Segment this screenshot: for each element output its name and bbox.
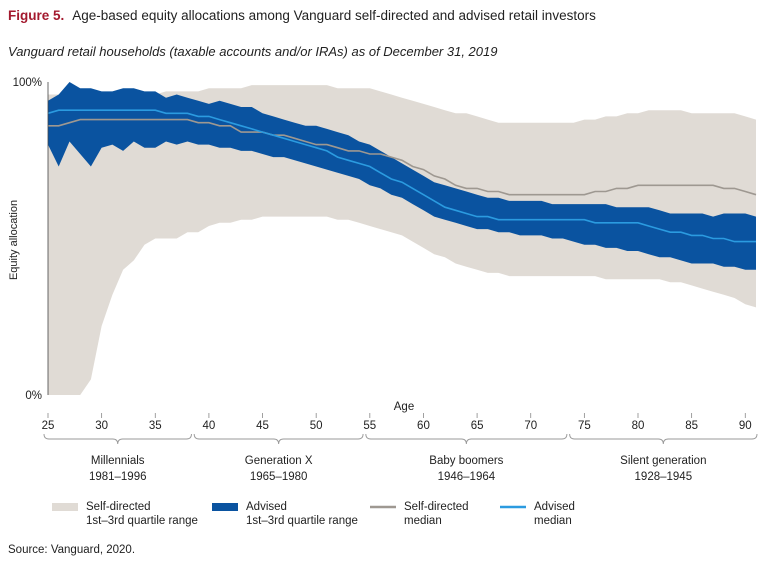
legend-label-line1: Advised xyxy=(534,501,575,513)
legend-label-line2: median xyxy=(404,515,442,527)
x-tick-label: 25 xyxy=(42,420,55,432)
legend-label-line2: median xyxy=(534,515,572,527)
x-tick-label: 50 xyxy=(310,420,323,432)
generation-name: Millennials xyxy=(91,455,145,467)
self-directed-median-line xyxy=(48,118,757,196)
x-tick-label: 30 xyxy=(95,420,108,432)
chart: 25 30 35 40 45 50 55 60 65 70 75 80 85 90 Millennials 1… xyxy=(8,77,758,483)
generation-name: Generation X xyxy=(245,455,313,467)
generation-bracket xyxy=(193,433,364,445)
legend-swatch-advised-band xyxy=(212,503,238,511)
x-tick-label: 85 xyxy=(685,420,698,432)
generation-years: 1981–1996 xyxy=(89,471,147,483)
plot-area xyxy=(47,82,757,395)
generation-name: Silent generation xyxy=(620,455,706,467)
x-tick-label: 90 xyxy=(739,420,752,432)
x-tick-label: 80 xyxy=(632,420,645,432)
x-tick-label: 35 xyxy=(149,420,162,432)
generation-bracket xyxy=(365,433,568,445)
generation-bracket xyxy=(569,433,758,445)
figure-label: Figure 5. xyxy=(8,8,65,23)
x-tick-label: 60 xyxy=(417,420,430,432)
x-axis-label: Age xyxy=(394,401,414,413)
generation-years: 1946–1964 xyxy=(438,471,496,483)
legend-swatch-self-directed-band xyxy=(52,503,78,511)
x-tick-label: 75 xyxy=(578,420,591,432)
legend-label-line1: Self-directed xyxy=(86,501,151,513)
x-tick-label: 65 xyxy=(471,420,484,432)
legend-label-line2: 1st–3rd quartile range xyxy=(86,515,198,527)
generation-name: Baby boomers xyxy=(429,455,503,467)
x-tick-label: 45 xyxy=(256,420,269,432)
legend-label-line1: Self-directed xyxy=(404,501,469,513)
y-tick-label-top: 100% xyxy=(13,77,42,89)
generation-years: 1928–1945 xyxy=(635,471,693,483)
x-tick-label: 40 xyxy=(203,420,216,432)
legend-label-line1: Advised xyxy=(246,501,287,513)
x-tick-label: 55 xyxy=(363,420,376,432)
x-tick-label: 70 xyxy=(524,420,537,432)
advised-median-line xyxy=(47,109,756,243)
y-axis-label: Equity allocation xyxy=(8,200,20,280)
chart-subtitle: Vanguard retail households (taxable acco… xyxy=(8,44,498,59)
title-text: Age-based equity allocations among Vangu… xyxy=(72,8,596,23)
generation-years: 1965–1980 xyxy=(250,471,308,483)
generation-bracket xyxy=(43,433,192,445)
y-tick-label-bottom: 0% xyxy=(25,390,42,402)
chart-title: Figure 5. Age-based equity allocations am… xyxy=(8,8,596,23)
axes: 25 30 35 40 45 50 55 60 65 70 75 80 85 90 Millennials 1… xyxy=(42,82,758,483)
source-note: Source: Vanguard, 2020. xyxy=(8,544,136,556)
advised-band xyxy=(48,82,756,270)
self-directed-band xyxy=(48,85,756,395)
legend-label-line2: 1st–3rd quartile range xyxy=(246,515,358,527)
